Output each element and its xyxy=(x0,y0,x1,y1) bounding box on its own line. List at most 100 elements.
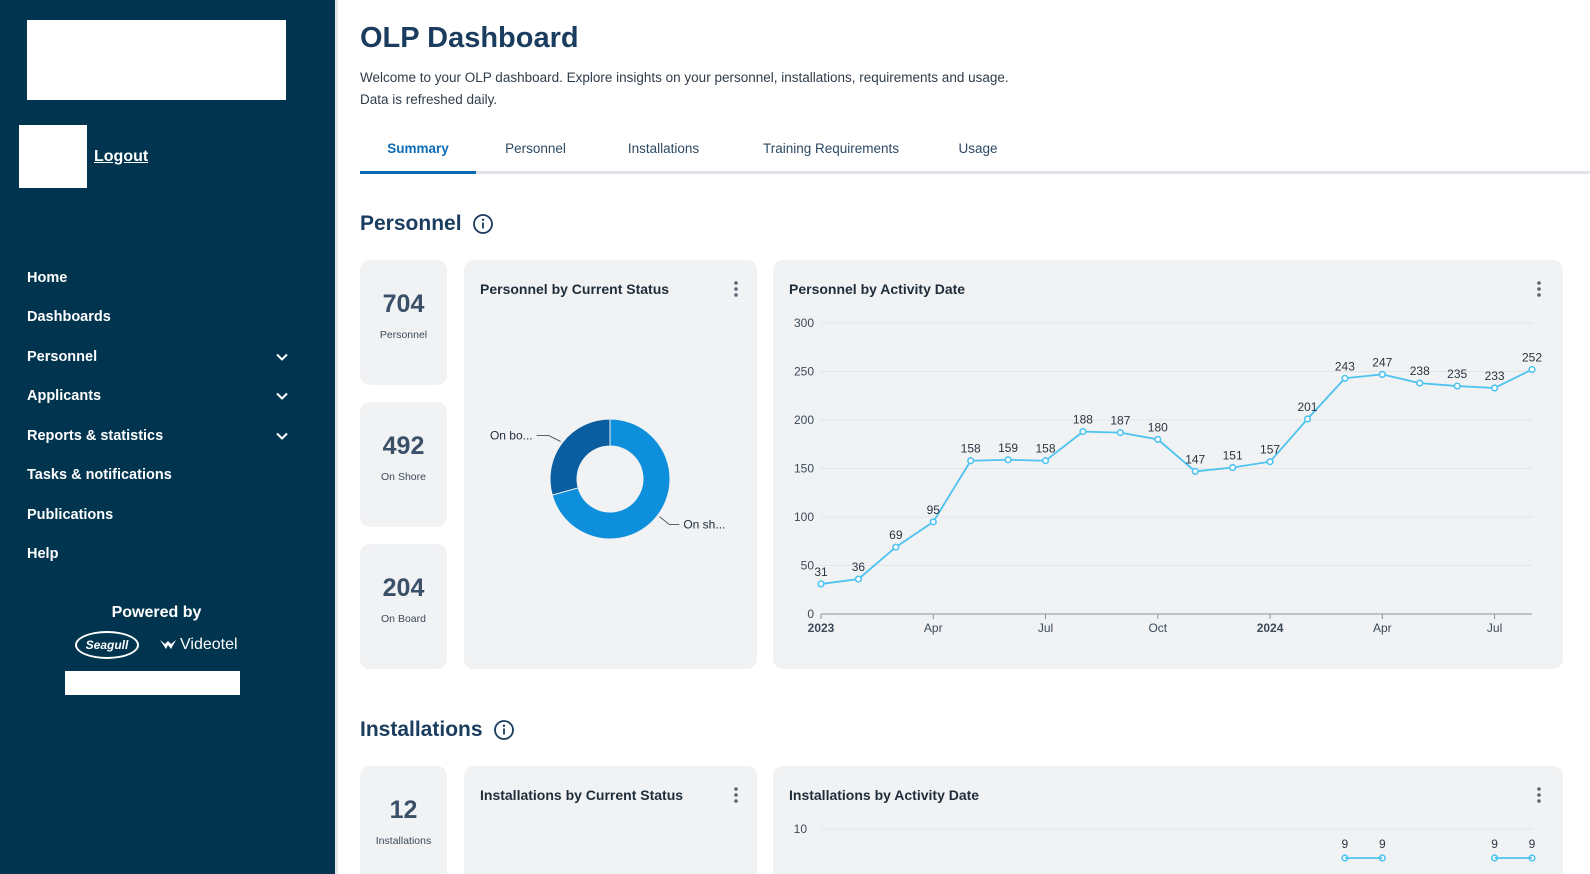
activity-line-chart: 0 50 100 150 200 250 300 2023 Apr Jul Oct 2024 Apr Ju… xyxy=(794,316,1542,635)
data-point[interactable] xyxy=(1116,429,1124,437)
data-point[interactable] xyxy=(817,580,825,588)
kpi-value: 204 xyxy=(382,574,425,602)
y-tick-label: 10 xyxy=(794,822,808,836)
y-tick-label: 100 xyxy=(794,510,814,524)
data-point[interactable] xyxy=(892,543,900,551)
sidebar-item-help[interactable]: Help xyxy=(27,535,289,575)
card-title: Installations by Current Status xyxy=(480,787,684,803)
donut-label-leader xyxy=(659,516,680,525)
seagull-logo: Seagull xyxy=(75,631,139,659)
dashboard-tabs: Summary Personnel Installations Training Re… xyxy=(360,134,1590,174)
data-label: 247 xyxy=(1372,355,1392,369)
data-label: 158 xyxy=(961,442,981,456)
data-point[interactable] xyxy=(967,457,975,465)
data-point[interactable] xyxy=(1154,435,1162,443)
kpi-card-installations[interactable]: 12 Installations xyxy=(360,766,447,874)
section-title-text: Installations xyxy=(360,718,483,741)
info-icon[interactable] xyxy=(472,213,494,235)
sidebar-item-dashboards[interactable]: Dashboards xyxy=(27,298,289,338)
data-label: 201 xyxy=(1297,400,1317,414)
x-tick-label: 2024 xyxy=(1257,621,1284,635)
x-tick-label: Apr xyxy=(924,621,943,635)
sidebar-item-applicants[interactable]: Applicants xyxy=(27,377,289,417)
logout-link[interactable]: Logout xyxy=(94,147,149,165)
sidebar-item-label: Applicants xyxy=(27,388,102,405)
more-options-icon[interactable] xyxy=(1533,786,1545,804)
section-title-text: Personnel xyxy=(360,212,462,235)
data-label: 188 xyxy=(1073,413,1093,427)
tab-installations[interactable]: Installations xyxy=(627,141,700,156)
data-point[interactable] xyxy=(854,575,863,583)
kpi-card-on-shore[interactable]: 492 On Shore xyxy=(360,402,447,527)
data-point[interactable] xyxy=(1191,467,1199,476)
data-label: 9 xyxy=(1342,837,1349,851)
sidebar: Logout Home Dashboards Personnel Applicants… xyxy=(0,0,335,874)
kpi-card-personnel[interactable]: 704 Personnel xyxy=(360,260,447,385)
kpi-label: Personnel xyxy=(379,329,428,341)
section-title-personnel: Personnel xyxy=(360,212,494,236)
donut-slice[interactable] xyxy=(551,418,671,540)
sidebar-item-reports-statistics[interactable]: Reports & statistics xyxy=(27,416,289,456)
data-point[interactable] xyxy=(1004,456,1012,464)
installations-line-chart: 10 9 9 9 9 xyxy=(794,822,1536,862)
data-point[interactable] xyxy=(1528,365,1536,374)
data-point[interactable] xyxy=(929,518,937,526)
donut-slice[interactable] xyxy=(549,418,611,496)
sidebar-item-publications[interactable]: Publications xyxy=(27,495,289,535)
tab-usage[interactable]: Usage xyxy=(958,141,998,156)
kpi-label: On Shore xyxy=(381,471,426,483)
page-title: OLP Dashboard xyxy=(360,22,579,54)
kpi-value: 492 xyxy=(382,432,425,460)
data-label: 36 xyxy=(852,560,866,574)
sidebar-item-personnel[interactable]: Personnel xyxy=(27,337,289,377)
data-label: 180 xyxy=(1148,420,1168,434)
data-point[interactable] xyxy=(1303,415,1312,423)
sidebar-item-home[interactable]: Home xyxy=(27,258,289,298)
data-point[interactable] xyxy=(1341,374,1349,382)
donut-chart: On sh... On bo... xyxy=(490,418,725,540)
donut-label: On bo... xyxy=(490,428,533,442)
chevron-down-icon[interactable] xyxy=(275,429,289,443)
tab-personnel[interactable]: Personnel xyxy=(505,141,566,156)
data-point[interactable] xyxy=(1079,428,1087,436)
donut-label-leader xyxy=(536,435,561,442)
intro-line: Data is refreshed daily. xyxy=(360,92,498,107)
chevron-down-icon[interactable] xyxy=(275,389,289,403)
card-title: Personnel by Activity Date xyxy=(789,281,966,297)
kpi-card-on-board[interactable]: 204 On Board xyxy=(360,544,447,669)
tab-summary[interactable]: Summary xyxy=(360,134,476,174)
data-point[interactable] xyxy=(1490,384,1499,392)
data-label: 243 xyxy=(1335,359,1355,373)
sidebar-item-tasks-notifications[interactable]: Tasks & notifications xyxy=(27,456,289,496)
more-options-icon[interactable] xyxy=(1533,280,1545,298)
info-icon[interactable] xyxy=(493,719,515,741)
installations-status-card: Installations by Current Status xyxy=(464,766,757,874)
data-point[interactable] xyxy=(1229,463,1237,472)
tab-training-requirements[interactable]: Training Requirements xyxy=(762,141,900,156)
data-label: 9 xyxy=(1491,837,1498,851)
y-tick-label: 300 xyxy=(794,316,814,330)
data-point[interactable] xyxy=(1416,379,1424,387)
brand-logos: Seagull Videotel xyxy=(75,631,238,659)
chevron-down-icon[interactable] xyxy=(275,350,289,364)
data-label: 157 xyxy=(1260,443,1280,457)
powered-by-label: Powered by xyxy=(111,604,202,621)
data-label: 235 xyxy=(1447,367,1467,381)
user-row: Logout xyxy=(19,125,148,188)
data-point[interactable] xyxy=(1266,458,1274,466)
more-options-icon[interactable] xyxy=(730,786,742,804)
data-label: 151 xyxy=(1223,449,1243,463)
data-point[interactable] xyxy=(1041,457,1050,465)
personnel-activity-card: Personnel by Activity Date 0 50 100 150 200 2… xyxy=(773,260,1563,669)
more-options-icon[interactable] xyxy=(730,280,742,298)
data-point[interactable] xyxy=(1378,370,1386,379)
y-tick-label: 200 xyxy=(794,413,814,427)
avatar[interactable] xyxy=(19,125,87,188)
sidebar-item-label: Reports & statistics xyxy=(27,427,164,444)
kpi-label: Installations xyxy=(375,835,432,847)
y-tick-label: 250 xyxy=(794,365,814,379)
data-label: 9 xyxy=(1529,837,1536,851)
x-tick-label: Jul xyxy=(1487,621,1502,635)
data-point[interactable] xyxy=(1453,382,1461,390)
